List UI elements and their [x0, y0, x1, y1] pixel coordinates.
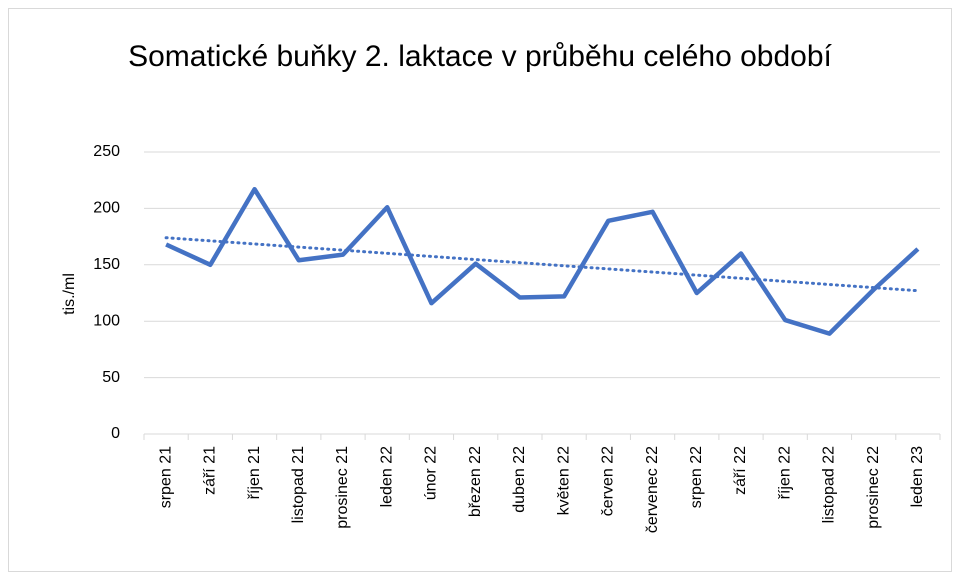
- chart-border: [8, 8, 952, 572]
- x-tick-label: únor 22: [423, 446, 440, 500]
- x-tick-label: prosinec 21: [334, 446, 351, 529]
- y-tick-label: 200: [93, 200, 120, 217]
- line-series: [165, 186, 920, 336]
- x-tick-label: duben 22: [511, 446, 528, 513]
- trendline: [164, 236, 920, 293]
- x-tick-label: září 21: [202, 446, 219, 495]
- x-tick-label: srpen 22: [688, 446, 705, 508]
- y-tick-label: 250: [93, 143, 120, 160]
- x-tick-label: březen 22: [467, 446, 484, 517]
- x-tick-label: srpen 21: [157, 446, 174, 508]
- x-tick-label: říjen 22: [776, 446, 793, 499]
- x-tick-label: listopad 21: [290, 446, 307, 523]
- x-tick-label: červen 22: [600, 446, 617, 516]
- x-tick-label: květen 22: [555, 446, 572, 515]
- x-tick-label: listopad 22: [821, 446, 838, 523]
- y-tick-label: 50: [102, 369, 120, 386]
- x-tick-label: leden 22: [378, 446, 395, 507]
- x-tick-label: leden 23: [909, 446, 926, 507]
- y-axis-title: tis./ml: [61, 273, 78, 315]
- y-tick-label: 100: [93, 312, 120, 329]
- x-tick-label: září 22: [732, 446, 749, 495]
- x-tick-label: prosinec 22: [865, 446, 882, 529]
- y-tick-label: 0: [111, 425, 120, 442]
- x-tick-label: říjen 21: [246, 446, 263, 499]
- chart-title: Somatické buňky 2. laktace v průběhu cel…: [128, 40, 832, 73]
- y-tick-label: 150: [93, 256, 120, 273]
- x-tick-label: červenec 22: [644, 446, 661, 533]
